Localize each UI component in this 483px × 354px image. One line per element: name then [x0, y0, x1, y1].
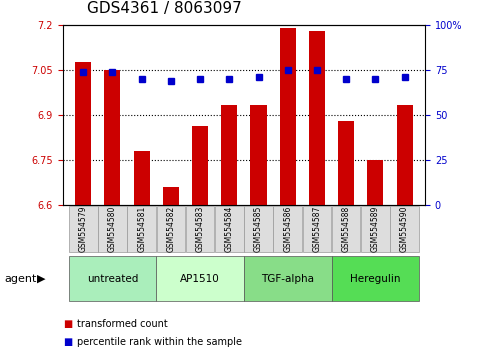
- FancyBboxPatch shape: [332, 206, 360, 252]
- Text: Heregulin: Heregulin: [350, 274, 400, 284]
- Bar: [280, 28, 296, 205]
- FancyBboxPatch shape: [156, 256, 244, 301]
- Text: GSM554589: GSM554589: [371, 206, 380, 252]
- FancyBboxPatch shape: [331, 256, 419, 301]
- Text: AP1510: AP1510: [180, 274, 220, 284]
- Text: GSM554587: GSM554587: [313, 206, 322, 252]
- Text: percentile rank within the sample: percentile rank within the sample: [77, 337, 242, 347]
- Text: ■: ■: [63, 319, 72, 329]
- FancyBboxPatch shape: [98, 206, 127, 252]
- FancyBboxPatch shape: [273, 206, 302, 252]
- Bar: [309, 31, 325, 205]
- Bar: [104, 70, 120, 205]
- Bar: [338, 121, 354, 205]
- Text: agent: agent: [5, 274, 37, 284]
- Text: GSM554582: GSM554582: [166, 206, 175, 252]
- Text: untreated: untreated: [87, 274, 138, 284]
- Text: GSM554579: GSM554579: [79, 206, 88, 252]
- Bar: [163, 187, 179, 205]
- FancyBboxPatch shape: [244, 206, 273, 252]
- FancyBboxPatch shape: [69, 256, 156, 301]
- Text: GSM554588: GSM554588: [341, 206, 351, 252]
- Text: transformed count: transformed count: [77, 319, 168, 329]
- Bar: [221, 104, 237, 205]
- Bar: [75, 62, 91, 205]
- FancyBboxPatch shape: [69, 206, 98, 252]
- Bar: [397, 104, 412, 205]
- Text: GDS4361 / 8063097: GDS4361 / 8063097: [87, 1, 242, 16]
- FancyBboxPatch shape: [186, 206, 214, 252]
- FancyBboxPatch shape: [390, 206, 419, 252]
- FancyBboxPatch shape: [128, 206, 156, 252]
- Text: GSM554581: GSM554581: [137, 206, 146, 252]
- Text: TGF-alpha: TGF-alpha: [261, 274, 314, 284]
- FancyBboxPatch shape: [156, 206, 185, 252]
- FancyBboxPatch shape: [303, 206, 331, 252]
- Text: GSM554590: GSM554590: [400, 206, 409, 252]
- Text: GSM554580: GSM554580: [108, 206, 117, 252]
- Text: GSM554583: GSM554583: [196, 206, 205, 252]
- Bar: [251, 104, 267, 205]
- Bar: [368, 160, 384, 205]
- Bar: [192, 126, 208, 205]
- FancyBboxPatch shape: [361, 206, 390, 252]
- FancyBboxPatch shape: [244, 256, 331, 301]
- Bar: [134, 151, 150, 205]
- Text: GSM554584: GSM554584: [225, 206, 234, 252]
- Text: ▶: ▶: [37, 274, 45, 284]
- Text: GSM554586: GSM554586: [283, 206, 292, 252]
- Text: ■: ■: [63, 337, 72, 347]
- FancyBboxPatch shape: [215, 206, 243, 252]
- Text: GSM554585: GSM554585: [254, 206, 263, 252]
